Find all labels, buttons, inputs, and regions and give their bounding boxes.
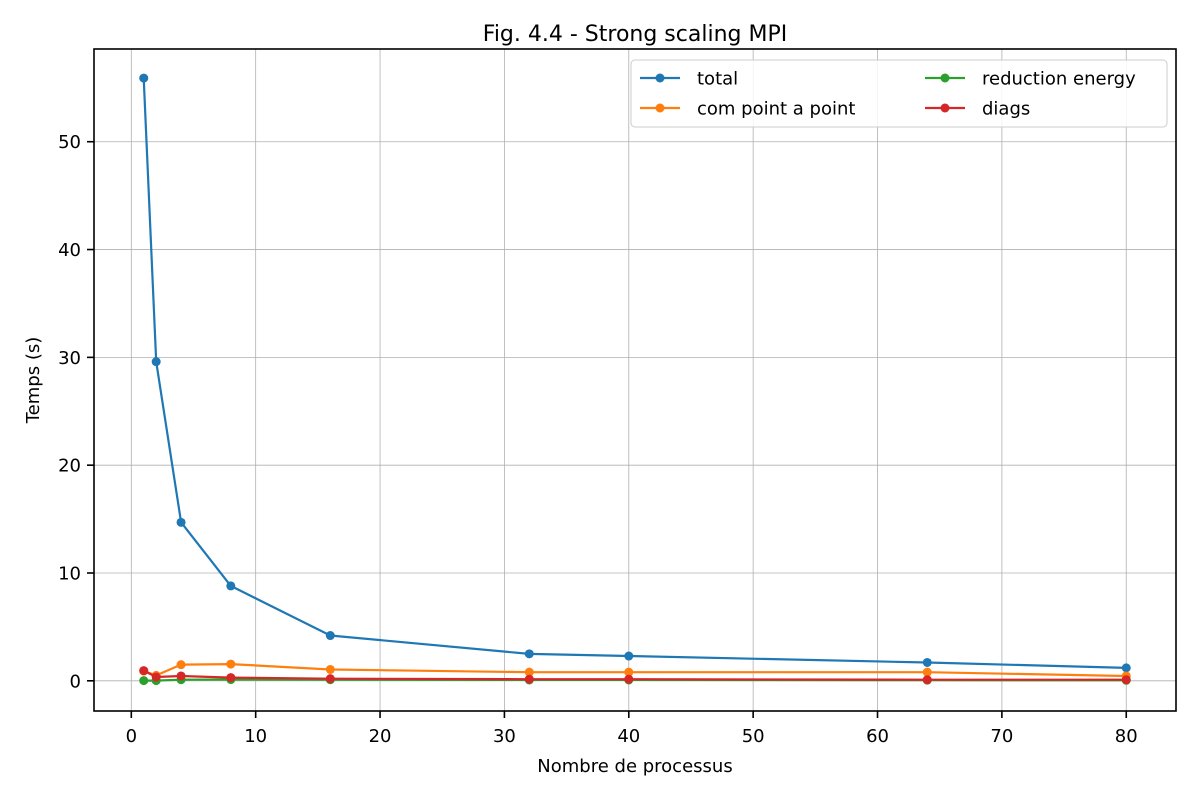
y-tick-label: 50 (58, 132, 81, 153)
data-point-total (151, 357, 161, 367)
y-axis-label: Temps (s) (23, 337, 44, 425)
data-point-diags (1121, 675, 1131, 685)
data-point-total (226, 581, 236, 591)
data-point-total (325, 631, 335, 641)
x-tick-label: 70 (990, 726, 1013, 747)
x-tick-label: 80 (1115, 726, 1138, 747)
legend-swatch-marker (940, 73, 950, 83)
legend-label: reduction energy (982, 69, 1136, 90)
data-point-diags (139, 666, 149, 676)
x-tick-label: 10 (244, 726, 267, 747)
x-tick-label: 30 (493, 726, 516, 747)
legend-box (630, 59, 1168, 128)
data-point-com-point-a-point (922, 667, 932, 677)
data-point-com-point-a-point (624, 667, 634, 677)
legend-swatch-marker (655, 103, 665, 113)
data-point-total (176, 517, 186, 527)
data-point-diags (176, 671, 186, 681)
legend-label: total (697, 69, 738, 90)
x-tick-label: 60 (866, 726, 889, 747)
data-point-diags (226, 673, 236, 683)
x-tick-label: 20 (369, 726, 392, 747)
series-layer (139, 73, 1131, 686)
y-tick-label: 40 (58, 240, 81, 261)
data-point-com-point-a-point (176, 660, 186, 670)
legend-item-total: total (640, 69, 738, 90)
legend-item-com-point-a-point: com point a point (640, 99, 855, 120)
y-tick-label: 10 (58, 563, 81, 584)
data-point-total (922, 657, 932, 667)
data-point-total (1121, 663, 1131, 673)
chart-title: Fig. 4.4 - Strong scaling MPI (483, 22, 787, 47)
legend-swatch-marker (940, 103, 950, 113)
data-point-diags (151, 672, 161, 682)
data-point-com-point-a-point (524, 667, 534, 677)
data-point-reduction-energy (139, 676, 149, 686)
legend-label: com point a point (697, 99, 855, 120)
data-point-com-point-a-point (226, 659, 236, 669)
x-tick-label: 50 (742, 726, 765, 747)
y-tick-label: 30 (58, 348, 81, 369)
y-axis-ticks: 0 10 20 30 40 50 (58, 132, 94, 692)
y-tick-label: 0 (70, 671, 81, 692)
data-point-total (139, 73, 149, 83)
x-axis-label: Nombre de processus (537, 756, 732, 777)
legend-item-reduction-energy: reduction energy (925, 69, 1136, 90)
legend-swatch-marker (655, 73, 665, 83)
data-point-diags (624, 674, 634, 684)
data-point-diags (524, 674, 534, 684)
data-point-diags (922, 675, 932, 685)
series-diags (139, 666, 1131, 685)
y-tick-label: 20 (58, 456, 81, 477)
data-point-total (624, 651, 634, 661)
data-point-com-point-a-point (325, 664, 335, 674)
x-tick-label: 40 (617, 726, 640, 747)
series-total (139, 73, 1131, 673)
legend-item-diags: diags (925, 99, 1030, 120)
plot-frame (93, 48, 1177, 712)
x-axis-ticks: 0 10 20 30 40 50 60 70 80 (126, 711, 1138, 747)
data-point-diags (325, 674, 335, 684)
data-point-total (524, 649, 534, 659)
x-tick-label: 0 (126, 726, 137, 747)
legend-label: diags (982, 99, 1030, 120)
legend: total com point a point reduction energy di… (630, 59, 1168, 128)
